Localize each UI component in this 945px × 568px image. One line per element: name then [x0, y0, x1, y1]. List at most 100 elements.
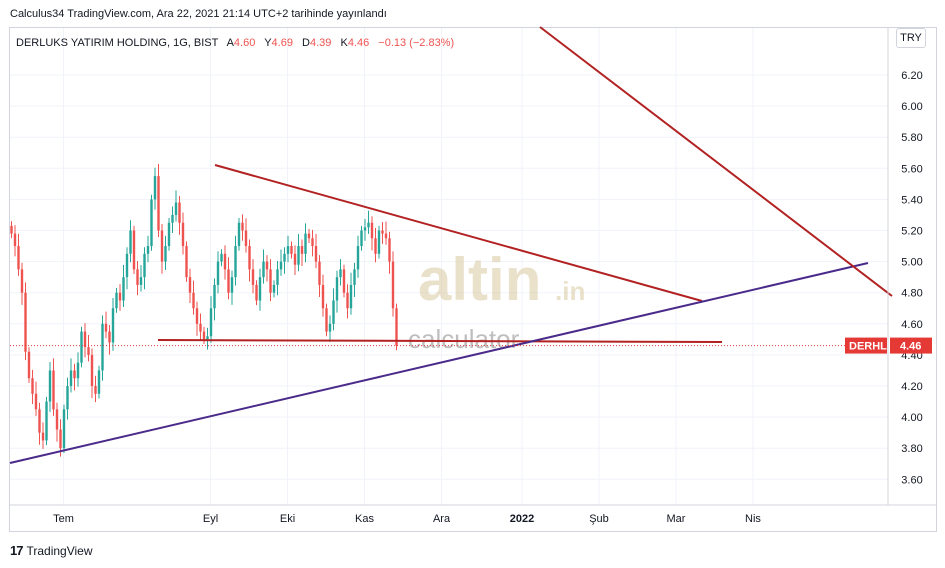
- candle-body: [290, 246, 293, 254]
- candle: [101, 315, 104, 381]
- candle: [363, 218, 367, 241]
- candle-body: [349, 284, 353, 309]
- trend-line-horizontal: [157, 339, 723, 343]
- candle: [213, 278, 216, 321]
- candle-body: [38, 409, 41, 433]
- candle: [34, 381, 38, 416]
- candle-body: [286, 246, 290, 254]
- candle-body: [276, 269, 279, 285]
- candle: [69, 358, 73, 393]
- currency-badge[interactable]: TRY: [896, 28, 926, 48]
- candle: [304, 223, 307, 263]
- candle: [328, 315, 332, 342]
- candle: [220, 249, 223, 267]
- candle-body: [94, 386, 97, 394]
- candle: [132, 225, 136, 275]
- candle: [129, 220, 132, 263]
- tradingview-logo[interactable]: 17 TradingView: [10, 543, 93, 558]
- time-axis: Tem Eyl Eki Kas Ara 2022 Şub Mar Nis: [10, 504, 936, 525]
- candle-body: [188, 277, 192, 293]
- candle-body: [297, 246, 300, 265]
- trend-line-long-descending: [539, 26, 893, 297]
- candle: [143, 247, 146, 290]
- publish-line: Calculus34 TradingView.com, Ara 22, 2021…: [10, 8, 387, 20]
- candle: [241, 214, 244, 241]
- symbol-legend: DERLUKS YATIRIM HOLDING, 1G, BIST A4.60 …: [16, 37, 454, 49]
- candle-body: [279, 261, 283, 270]
- candle: [391, 251, 395, 317]
- candle-body: [157, 176, 160, 231]
- last-price-tag: DERHL 4.46: [845, 337, 932, 354]
- candle: [269, 259, 272, 302]
- price-tick-label: 3.60: [901, 474, 922, 486]
- candle-body: [395, 308, 398, 346]
- candle-body: [76, 362, 80, 379]
- candle: [342, 264, 346, 298]
- candle-body: [48, 370, 52, 402]
- candle-body: [101, 323, 104, 371]
- candle: [66, 377, 69, 420]
- candle-body: [125, 253, 129, 278]
- candle: [111, 297, 115, 351]
- legend-low: 4.39: [310, 37, 331, 49]
- candle-body: [314, 246, 318, 262]
- candle: [349, 272, 353, 315]
- candle: [234, 235, 237, 286]
- candle-body: [363, 227, 367, 231]
- price-tick-label: 3.80: [901, 443, 922, 455]
- candle-body: [220, 253, 223, 262]
- legend-low-label: D: [302, 37, 310, 49]
- candle: [125, 247, 129, 290]
- candle: [83, 323, 87, 358]
- candle-body: [360, 230, 363, 247]
- candle-body: [307, 233, 311, 239]
- candle: [164, 235, 167, 270]
- candle-body: [258, 277, 262, 301]
- candle-body: [59, 429, 62, 449]
- candle-body: [367, 222, 370, 228]
- price-tick-label: 5.60: [901, 163, 922, 175]
- candle-body: [167, 222, 171, 247]
- candle-body: [342, 269, 346, 293]
- candle-body: [195, 308, 199, 324]
- candle: [286, 235, 290, 263]
- candle: [276, 260, 279, 296]
- candle: [87, 334, 90, 362]
- candle: [318, 255, 321, 298]
- candle-body: [262, 261, 265, 278]
- candle: [332, 288, 335, 331]
- candle: [108, 325, 111, 355]
- candle: [73, 363, 76, 391]
- candle: [178, 195, 181, 235]
- candle-body: [230, 277, 234, 293]
- price-tick-label: 4.20: [901, 381, 922, 393]
- candle-body: [10, 225, 13, 234]
- candle: [20, 262, 24, 305]
- candle-body: [388, 238, 391, 262]
- candle: [279, 249, 283, 276]
- price-axis: 6.206.005.805.605.405.205.004.804.604.40…: [887, 28, 923, 505]
- time-tick-label: Eki: [280, 513, 295, 525]
- candle: [27, 347, 31, 383]
- candle: [367, 210, 370, 234]
- candle: [10, 221, 13, 239]
- candle: [325, 303, 328, 337]
- candle: [255, 280, 258, 306]
- candle-body: [181, 222, 185, 247]
- legend-symbol: DERLUKS YATIRIM HOLDING, 1G, BIST: [16, 37, 219, 49]
- candle: [45, 396, 48, 446]
- ticker-tag: DERHL: [849, 341, 887, 353]
- time-tick-label: Nis: [745, 513, 761, 525]
- candle: [339, 259, 342, 286]
- candle: [300, 239, 304, 266]
- price-tick-label: 4.60: [901, 319, 922, 331]
- candle: [136, 260, 139, 296]
- candle: [104, 311, 108, 339]
- candle: [118, 284, 122, 311]
- candle-body: [17, 246, 20, 270]
- candle: [48, 362, 52, 412]
- candle-body: [62, 409, 66, 449]
- candle: [90, 348, 94, 399]
- candle-body: [171, 214, 174, 223]
